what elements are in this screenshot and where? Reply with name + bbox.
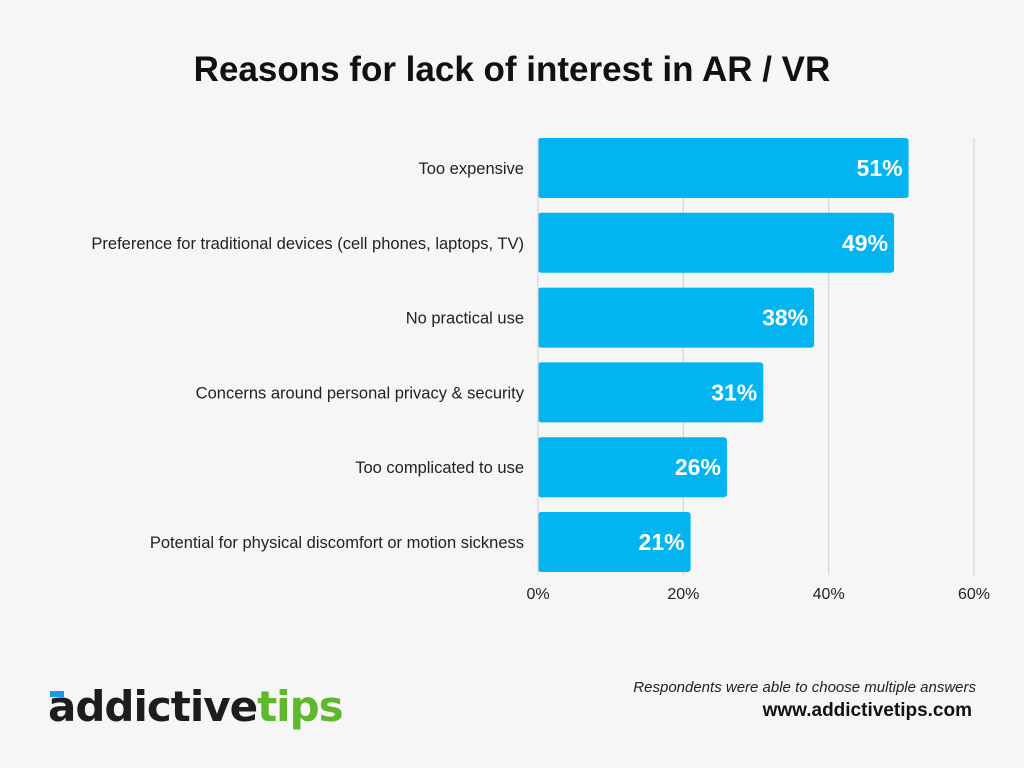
- category-label: Potential for physical discomfort or mot…: [150, 534, 524, 552]
- bar: [538, 362, 764, 423]
- bar: [538, 212, 895, 273]
- data-label: 31%: [711, 379, 757, 405]
- x-tick-label: 20%: [667, 586, 699, 603]
- x-tick-label: 0%: [526, 586, 549, 603]
- category-label: No practical use: [406, 310, 524, 328]
- website-link[interactable]: www.addictivetips.com: [762, 700, 972, 721]
- data-label: 26%: [675, 454, 721, 480]
- x-tick-label: 60%: [958, 586, 990, 603]
- logo-accent: [50, 691, 64, 697]
- footnote: Respondents were able to choose multiple…: [633, 679, 976, 696]
- addictivetips-logo: addictivetips: [48, 682, 344, 731]
- x-tick-label: 40%: [813, 586, 845, 603]
- category-label: Too expensive: [419, 160, 525, 178]
- logo-text-dark: addictive: [48, 682, 258, 731]
- data-label: 21%: [639, 529, 685, 555]
- bar: [538, 437, 727, 498]
- logo-text-green: tips: [257, 682, 344, 731]
- chart-title: Reasons for lack of interest in AR / VR: [193, 50, 831, 89]
- bar: [538, 287, 815, 348]
- bar: [538, 512, 691, 572]
- data-label: 38%: [762, 305, 808, 331]
- category-label: Concerns around personal privacy & secur…: [196, 384, 525, 402]
- bar: [538, 138, 909, 198]
- data-label: 49%: [842, 230, 888, 256]
- category-label: Too complicated to use: [355, 459, 524, 477]
- category-label: Preference for traditional devices (cell…: [91, 235, 524, 253]
- data-label: 51%: [857, 155, 903, 181]
